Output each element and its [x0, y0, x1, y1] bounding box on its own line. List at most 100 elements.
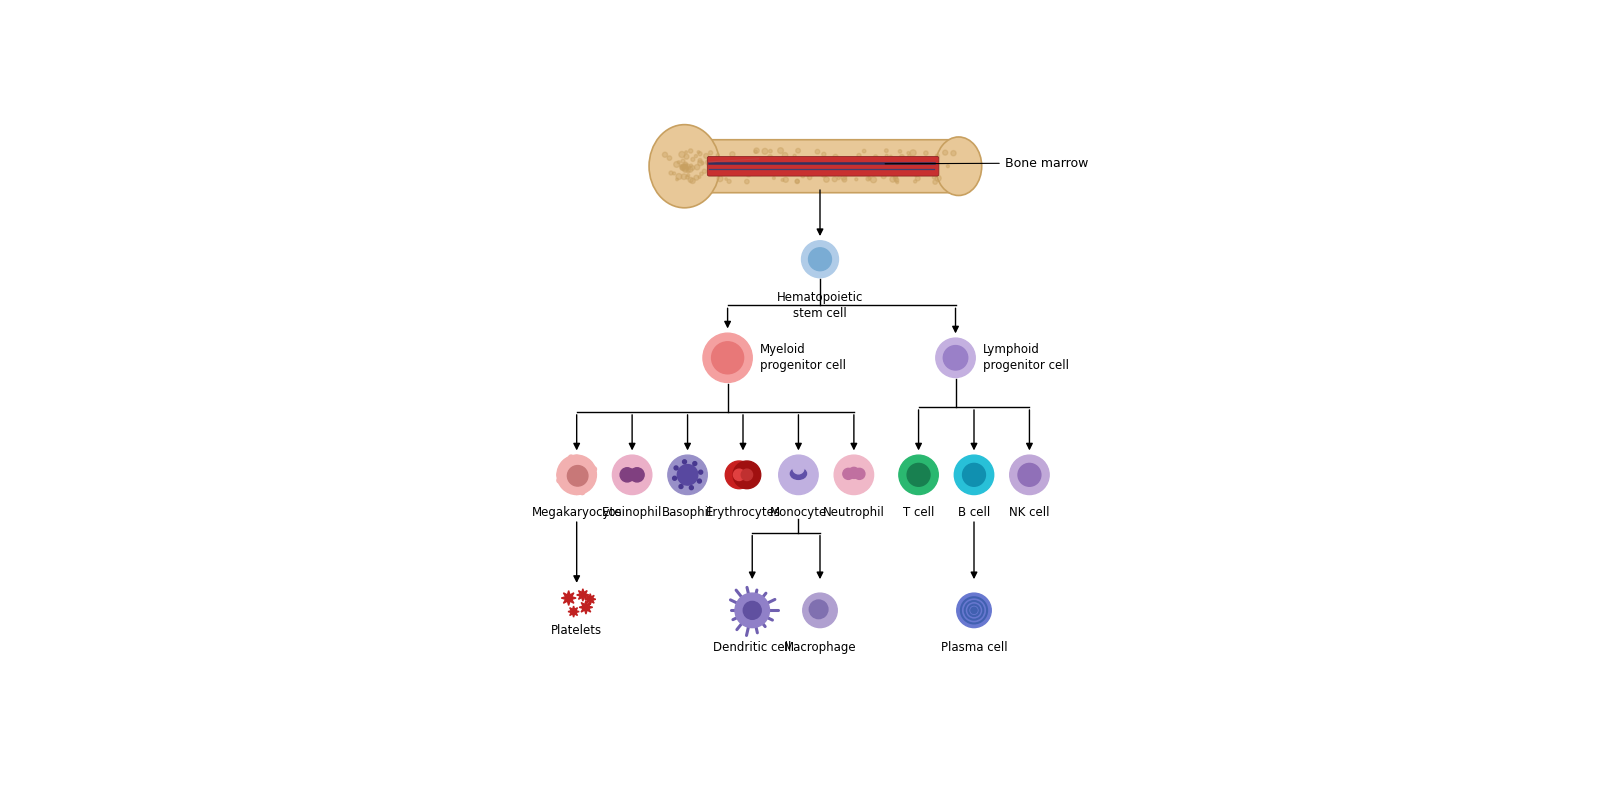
Circle shape [667, 156, 672, 160]
Circle shape [936, 154, 939, 158]
Circle shape [971, 607, 978, 614]
Polygon shape [562, 590, 576, 606]
Polygon shape [568, 606, 579, 617]
Circle shape [802, 241, 838, 278]
Text: B cell: B cell [958, 506, 990, 518]
Circle shape [677, 161, 680, 164]
Circle shape [683, 166, 688, 172]
Circle shape [843, 158, 846, 162]
Circle shape [890, 176, 896, 182]
Circle shape [720, 165, 725, 169]
Circle shape [848, 467, 859, 478]
Text: Eosinophil: Eosinophil [602, 506, 662, 518]
Circle shape [810, 600, 827, 618]
Circle shape [778, 148, 784, 154]
Circle shape [669, 171, 674, 175]
Text: Plasma cell: Plasma cell [941, 641, 1008, 654]
Circle shape [683, 162, 688, 166]
Circle shape [560, 468, 565, 473]
Circle shape [877, 166, 880, 170]
Text: Myeloid
progenitor cell: Myeloid progenitor cell [760, 343, 846, 372]
Circle shape [674, 466, 678, 470]
Circle shape [562, 482, 566, 487]
Circle shape [843, 468, 854, 479]
Circle shape [630, 468, 645, 482]
Circle shape [730, 160, 736, 166]
Circle shape [803, 167, 810, 174]
Circle shape [678, 485, 683, 489]
FancyBboxPatch shape [670, 140, 970, 193]
Circle shape [910, 150, 917, 156]
Circle shape [734, 593, 770, 628]
Circle shape [824, 167, 827, 170]
Circle shape [773, 177, 776, 179]
Circle shape [698, 152, 702, 156]
Circle shape [950, 150, 957, 156]
Circle shape [768, 150, 773, 153]
Circle shape [592, 466, 597, 472]
Circle shape [725, 178, 728, 180]
Circle shape [685, 154, 690, 159]
Circle shape [907, 463, 930, 486]
Circle shape [568, 455, 574, 460]
Circle shape [688, 149, 693, 153]
Circle shape [698, 158, 702, 162]
Circle shape [733, 461, 760, 489]
Circle shape [840, 169, 845, 174]
Circle shape [579, 490, 586, 494]
Circle shape [790, 170, 794, 175]
Circle shape [725, 461, 754, 489]
Circle shape [846, 167, 850, 171]
Circle shape [779, 455, 818, 494]
Circle shape [691, 158, 694, 162]
Circle shape [690, 486, 693, 490]
Circle shape [915, 176, 920, 181]
Circle shape [685, 163, 688, 166]
Circle shape [803, 593, 837, 628]
Circle shape [797, 158, 803, 164]
Circle shape [734, 170, 741, 175]
Circle shape [702, 333, 752, 382]
Circle shape [762, 148, 768, 154]
Circle shape [568, 466, 587, 486]
Circle shape [688, 178, 693, 182]
Circle shape [667, 455, 707, 494]
Circle shape [678, 151, 685, 158]
Circle shape [746, 169, 749, 173]
Circle shape [787, 160, 790, 163]
Circle shape [682, 164, 686, 169]
Circle shape [1018, 463, 1042, 486]
Circle shape [589, 477, 594, 482]
Ellipse shape [936, 137, 982, 195]
Circle shape [782, 153, 787, 158]
Circle shape [842, 160, 845, 162]
Circle shape [744, 179, 749, 184]
Circle shape [680, 165, 686, 170]
Circle shape [682, 165, 688, 171]
Circle shape [698, 479, 701, 483]
Circle shape [870, 177, 877, 182]
Circle shape [744, 163, 747, 166]
Circle shape [854, 471, 859, 476]
Circle shape [754, 150, 757, 154]
Circle shape [694, 175, 699, 180]
Text: NK cell: NK cell [1010, 506, 1050, 518]
Circle shape [771, 168, 776, 173]
Circle shape [768, 154, 773, 160]
Circle shape [717, 176, 723, 182]
Circle shape [717, 154, 720, 157]
Circle shape [842, 174, 846, 180]
Circle shape [712, 342, 744, 374]
Circle shape [683, 460, 686, 464]
Circle shape [795, 179, 800, 183]
Circle shape [685, 150, 688, 154]
Circle shape [912, 158, 917, 164]
Circle shape [824, 177, 829, 182]
Circle shape [694, 154, 698, 158]
Circle shape [899, 157, 906, 162]
Circle shape [885, 154, 888, 157]
Circle shape [936, 338, 976, 378]
Circle shape [893, 176, 898, 181]
Text: Hematopoietic
stem cell: Hematopoietic stem cell [778, 291, 862, 320]
Circle shape [621, 468, 634, 482]
